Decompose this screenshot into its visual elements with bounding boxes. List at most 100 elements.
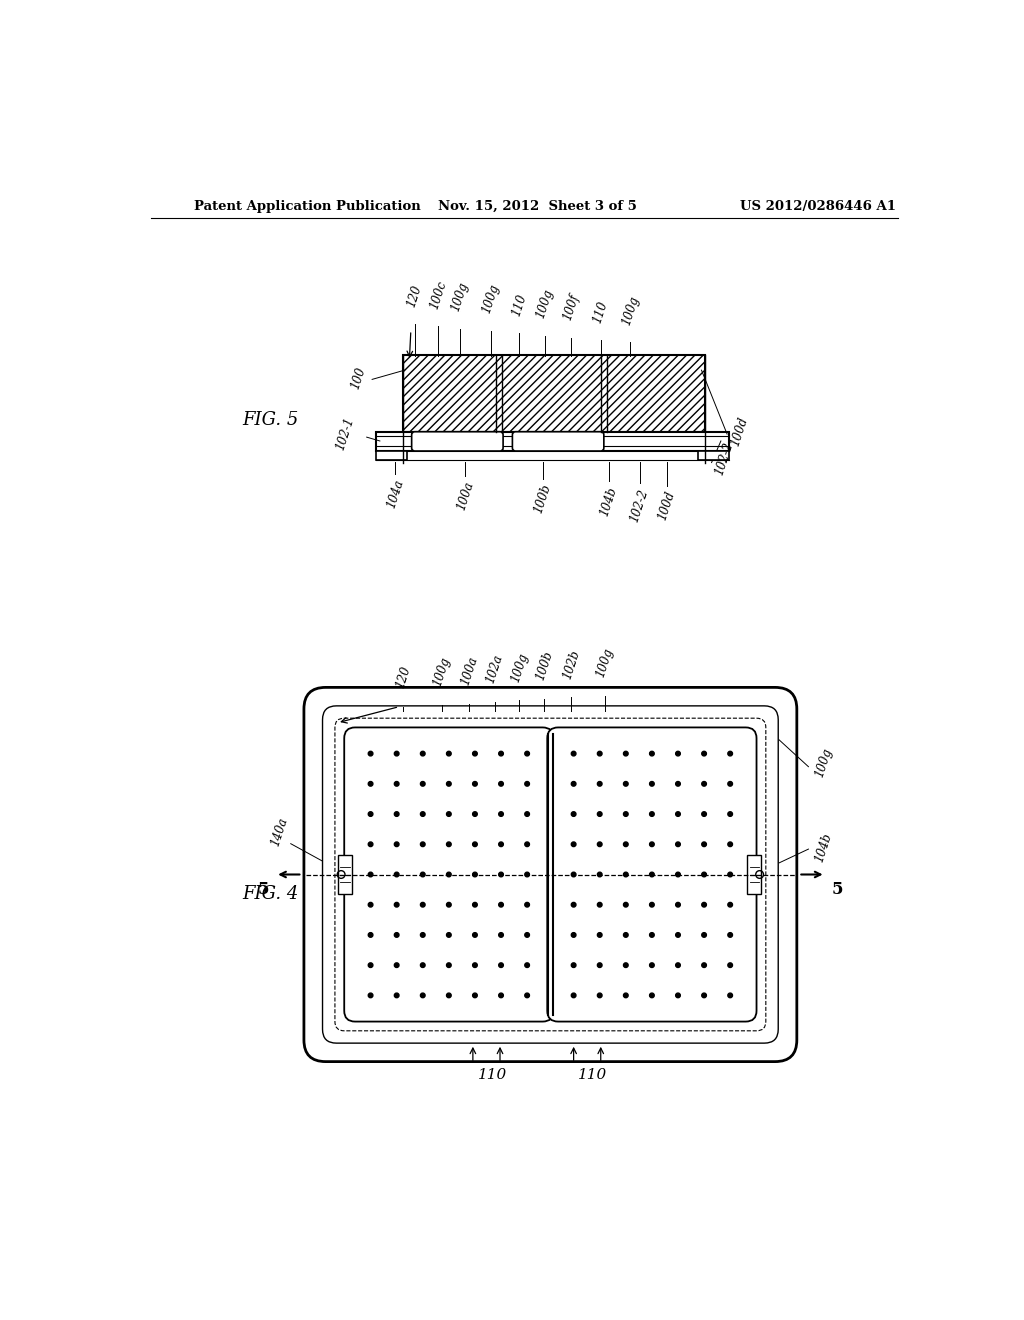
- Circle shape: [728, 933, 732, 937]
- Text: 100f: 100f: [561, 293, 582, 322]
- Circle shape: [446, 781, 452, 787]
- Circle shape: [676, 962, 680, 968]
- Text: 102b: 102b: [560, 648, 582, 681]
- Circle shape: [624, 812, 628, 816]
- Circle shape: [421, 962, 425, 968]
- Circle shape: [446, 812, 452, 816]
- Circle shape: [728, 812, 732, 816]
- Circle shape: [597, 903, 602, 907]
- Text: 100: 100: [349, 366, 369, 391]
- Circle shape: [701, 933, 707, 937]
- Circle shape: [676, 781, 680, 787]
- FancyBboxPatch shape: [323, 706, 778, 1043]
- Text: 100a: 100a: [455, 480, 476, 512]
- Circle shape: [499, 962, 504, 968]
- Bar: [748, 855, 761, 894]
- Circle shape: [676, 993, 680, 998]
- Text: 110: 110: [579, 1068, 607, 1081]
- Circle shape: [394, 751, 399, 756]
- Circle shape: [421, 873, 425, 876]
- Circle shape: [524, 962, 529, 968]
- Circle shape: [571, 873, 575, 876]
- Circle shape: [701, 751, 707, 756]
- Text: 100g: 100g: [812, 747, 834, 779]
- Text: 5: 5: [258, 882, 269, 899]
- Circle shape: [473, 842, 477, 846]
- Circle shape: [597, 873, 602, 876]
- Circle shape: [701, 812, 707, 816]
- Circle shape: [728, 873, 732, 876]
- Text: 110: 110: [591, 300, 610, 325]
- Circle shape: [571, 751, 575, 756]
- Circle shape: [597, 781, 602, 787]
- Text: 100b: 100b: [531, 483, 553, 515]
- Circle shape: [421, 903, 425, 907]
- Circle shape: [649, 993, 654, 998]
- Text: 104a: 104a: [385, 478, 407, 510]
- Text: 104b: 104b: [812, 832, 834, 863]
- Circle shape: [571, 962, 575, 968]
- Bar: [403, 355, 706, 432]
- Circle shape: [369, 812, 373, 816]
- Text: 140a: 140a: [268, 816, 290, 849]
- Text: FIG. 5: FIG. 5: [243, 412, 299, 429]
- Circle shape: [701, 781, 707, 787]
- Circle shape: [728, 962, 732, 968]
- Circle shape: [499, 751, 504, 756]
- Text: 100g: 100g: [594, 647, 615, 678]
- Circle shape: [649, 842, 654, 846]
- Text: 102-2: 102-2: [628, 487, 651, 524]
- Text: 100d: 100d: [655, 490, 678, 521]
- Circle shape: [524, 873, 529, 876]
- Circle shape: [597, 962, 602, 968]
- Circle shape: [597, 842, 602, 846]
- Circle shape: [499, 812, 504, 816]
- Circle shape: [369, 751, 373, 756]
- Circle shape: [597, 751, 602, 756]
- Text: 100b: 100b: [534, 649, 555, 682]
- Circle shape: [421, 842, 425, 846]
- Circle shape: [499, 933, 504, 937]
- Circle shape: [571, 812, 575, 816]
- Text: 100a: 100a: [459, 655, 479, 686]
- FancyBboxPatch shape: [335, 718, 766, 1031]
- Text: 100c: 100c: [427, 279, 449, 312]
- Text: FIG. 4: FIG. 4: [243, 884, 299, 903]
- Circle shape: [446, 933, 452, 937]
- Circle shape: [394, 842, 399, 846]
- Circle shape: [597, 933, 602, 937]
- Circle shape: [649, 933, 654, 937]
- Circle shape: [369, 842, 373, 846]
- Circle shape: [524, 812, 529, 816]
- Circle shape: [701, 962, 707, 968]
- Circle shape: [394, 812, 399, 816]
- Circle shape: [571, 933, 575, 937]
- Circle shape: [394, 962, 399, 968]
- Circle shape: [676, 933, 680, 937]
- Circle shape: [394, 873, 399, 876]
- Circle shape: [649, 751, 654, 756]
- Circle shape: [473, 751, 477, 756]
- Circle shape: [701, 842, 707, 846]
- Circle shape: [394, 933, 399, 937]
- Text: 110: 110: [510, 292, 529, 318]
- Text: 100g: 100g: [509, 651, 530, 684]
- Circle shape: [446, 751, 452, 756]
- Circle shape: [728, 842, 732, 846]
- Circle shape: [369, 993, 373, 998]
- Text: 110: 110: [477, 1068, 507, 1081]
- FancyBboxPatch shape: [344, 727, 554, 1022]
- Circle shape: [421, 993, 425, 998]
- Circle shape: [624, 993, 628, 998]
- Circle shape: [446, 993, 452, 998]
- Circle shape: [473, 903, 477, 907]
- Circle shape: [421, 781, 425, 787]
- Text: Nov. 15, 2012  Sheet 3 of 5: Nov. 15, 2012 Sheet 3 of 5: [438, 199, 637, 213]
- Circle shape: [701, 903, 707, 907]
- Circle shape: [446, 962, 452, 968]
- Circle shape: [624, 873, 628, 876]
- Circle shape: [473, 933, 477, 937]
- Text: 102-2: 102-2: [713, 441, 736, 477]
- FancyBboxPatch shape: [304, 688, 797, 1061]
- Circle shape: [597, 993, 602, 998]
